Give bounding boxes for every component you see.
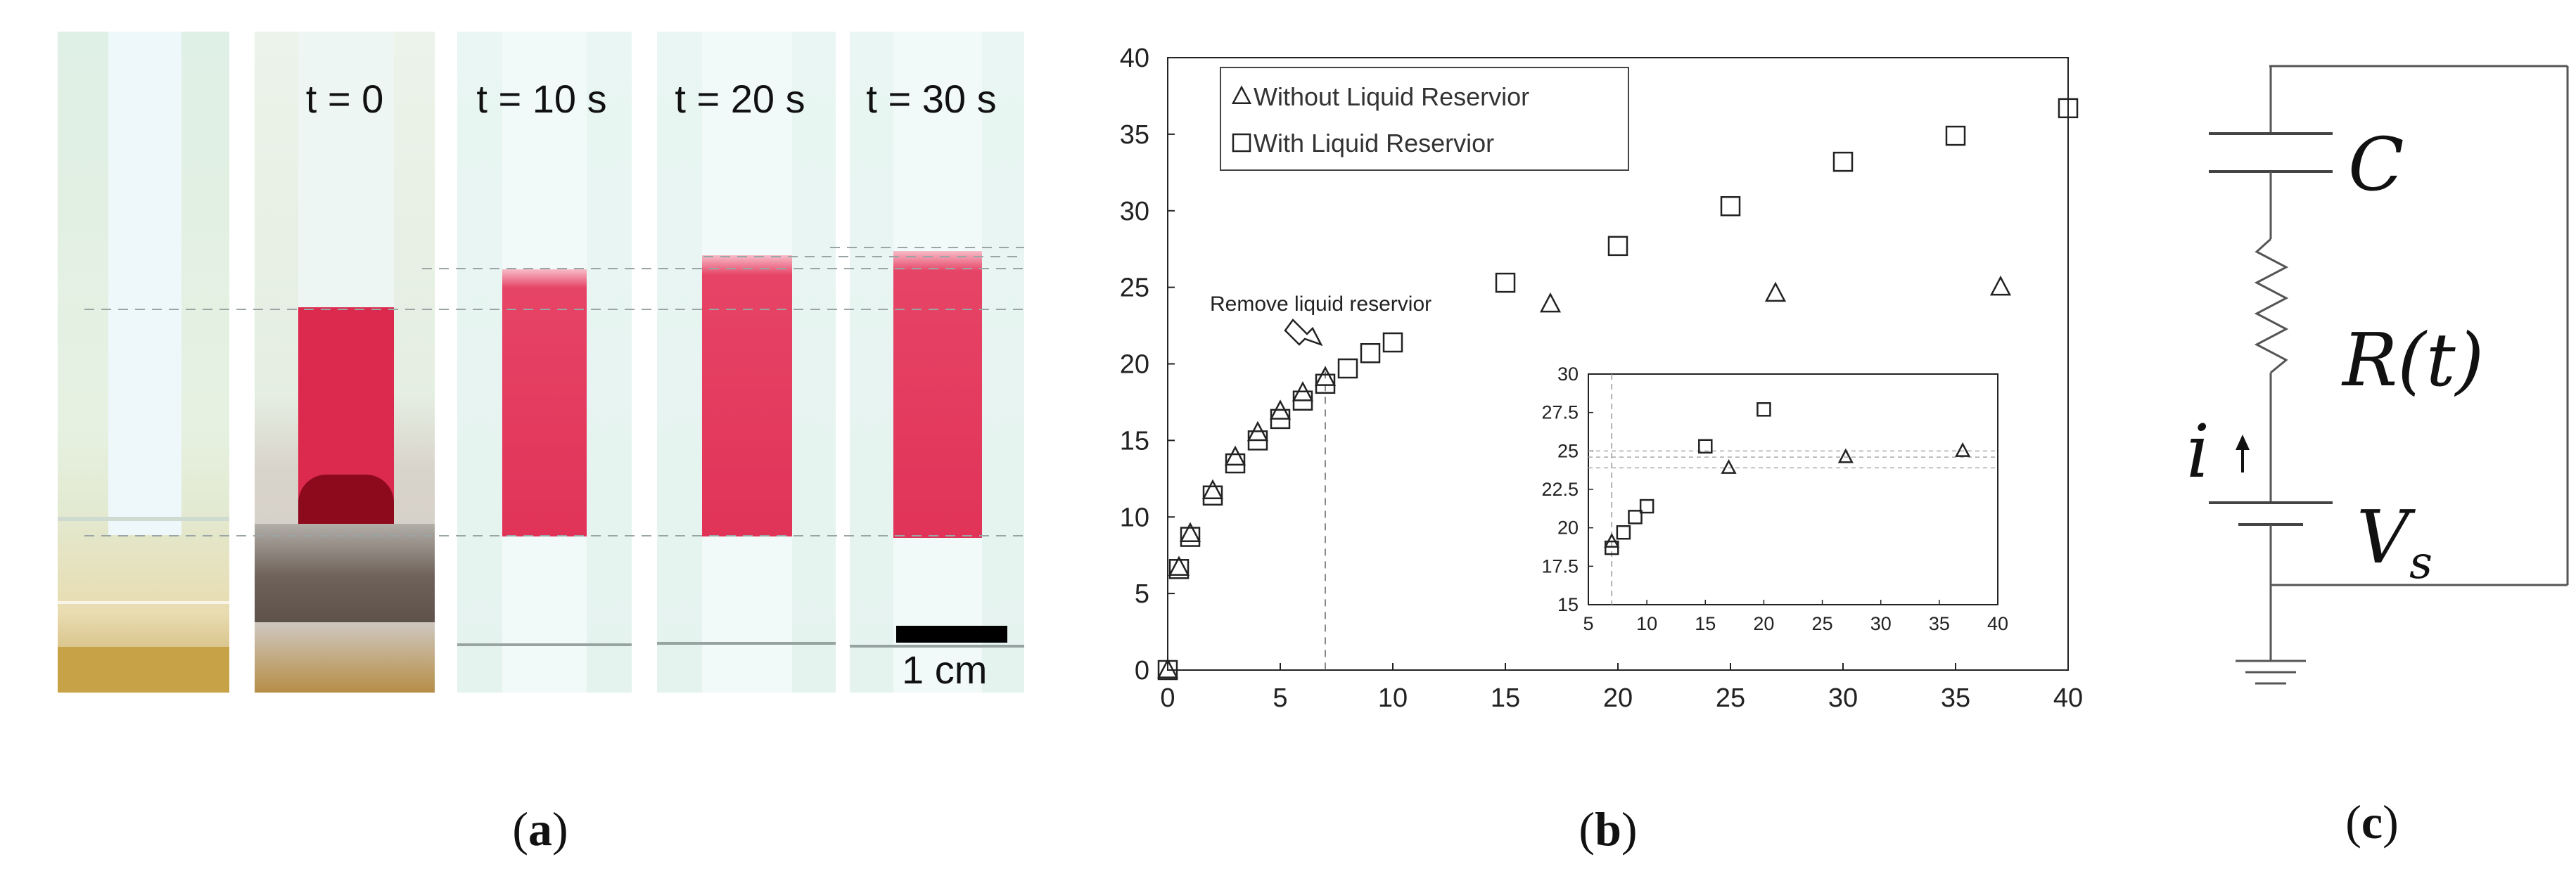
data-point-without-reservoir — [1989, 275, 2012, 296]
inset-y-tick-label: 17.5 — [1541, 555, 1579, 577]
inset-x-tick-label: 30 — [1870, 613, 1892, 634]
inset-x-tick-label: 10 — [1636, 613, 1657, 634]
capacitor-label: C — [2348, 122, 2404, 207]
inset-x-tick-label: 5 — [1583, 613, 1593, 634]
data-point-with-reservoir — [1292, 390, 1313, 411]
data-point-with-reservoir — [1607, 236, 1628, 257]
y-tick-label: 40 — [1120, 44, 1149, 73]
x-tick-label: 30 — [1828, 683, 1858, 713]
annotation-text: Remove liquid reservior — [1210, 292, 1432, 316]
chart-penetration: 0 5 10 15 20 25 30 35 40 0 5 10 15 20 25 30 35 40 Without… — [1120, 44, 2083, 713]
y-tick-label: 30 — [1120, 197, 1149, 226]
data-point-with-reservoir — [2058, 98, 2079, 119]
y-tick-label: 20 — [1120, 350, 1149, 380]
x-tick-label: 15 — [1491, 683, 1520, 713]
inset-x-tick-label: 15 — [1695, 613, 1716, 634]
x-tick-label: 20 — [1603, 683, 1633, 713]
data-point-with-reservoir — [1168, 559, 1190, 579]
scale-bar-label: 1 cm — [902, 648, 988, 692]
inset-y-tick-label: 25 — [1557, 440, 1579, 461]
inset-point-with-reservoir — [1605, 540, 1619, 555]
inset-point-with-reservoir — [1616, 525, 1631, 540]
y-tick-label: 0 — [1135, 656, 1149, 686]
x-tick-label: 25 — [1716, 683, 1745, 713]
photo-strip-t20 — [657, 32, 836, 693]
strip-label-t20: t = 20 s — [675, 77, 805, 121]
current-label: i — [2186, 409, 2210, 494]
inset-y-tick-label: 27.5 — [1541, 402, 1579, 423]
inset-point-with-reservoir — [1628, 510, 1643, 525]
inset-x-tick-label: 35 — [1929, 613, 1950, 634]
annotation-arrow-icon — [1284, 319, 1323, 347]
data-point-with-reservoir — [1832, 151, 1854, 172]
inset-plot-frame — [1588, 373, 1998, 605]
x-tick-label: 0 — [1160, 683, 1175, 713]
data-point-with-reservoir — [1382, 332, 1403, 353]
x-tick-label: 40 — [2053, 683, 2083, 713]
y-tick-label: 5 — [1135, 579, 1149, 609]
resistor-label: R(t) — [2342, 317, 2485, 403]
inset-y-tick-label: 20 — [1557, 517, 1579, 539]
inset-y-tick-label: 15 — [1557, 594, 1579, 615]
x-tick-label: 5 — [1273, 683, 1287, 713]
inset-point-with-reservoir — [1756, 402, 1771, 417]
inset-x-tick-label: 25 — [1812, 613, 1833, 634]
data-point-with-reservoir — [1720, 195, 1741, 217]
y-tick-label: 10 — [1120, 503, 1149, 532]
data-point-with-reservoir — [1945, 125, 1966, 146]
inset-y-tick-label: 30 — [1557, 364, 1579, 385]
photo-guide-lines — [84, 247, 1024, 536]
photo-strip-t0 — [255, 32, 435, 693]
y-tick-label: 25 — [1120, 274, 1149, 303]
inset-point-without-reservoir — [1837, 448, 1854, 463]
legend-label: With Liquid Reservior — [1254, 129, 1494, 157]
inset-x-tick-label: 20 — [1753, 613, 1774, 634]
data-point-with-reservoir — [1202, 485, 1223, 506]
strip-label-t10: t = 10 s — [476, 77, 607, 121]
inset-y-tick-label: 22.5 — [1541, 479, 1579, 500]
data-point-without-reservoir — [1156, 658, 1179, 679]
x-tick-label: 10 — [1378, 683, 1408, 713]
panel-a-caption: (a) — [512, 802, 568, 856]
inset-point-with-reservoir — [1698, 439, 1713, 454]
source-label: Vs — [2357, 494, 2432, 589]
inset-point-without-reservoir — [1721, 458, 1737, 474]
inset-point-with-reservoir — [1639, 499, 1654, 514]
strip-label-t30: t = 30 s — [866, 77, 997, 121]
x-tick-label: 35 — [1941, 683, 1970, 713]
data-point-with-reservoir — [1270, 409, 1291, 430]
panel-c-caption: (c) — [2345, 795, 2399, 849]
data-point-with-reservoir — [1337, 358, 1358, 379]
circuit-diagram — [2209, 65, 2569, 685]
data-point-with-reservoir — [1360, 343, 1381, 364]
data-point-without-reservoir — [1168, 555, 1190, 576]
legend-triangle-marker — [1231, 85, 1252, 104]
data-point-without-reservoir — [1224, 445, 1246, 466]
legend-label: Without Liquid Reservior — [1254, 82, 1529, 111]
y-tick-label: 35 — [1120, 120, 1149, 150]
data-point-with-reservoir — [1157, 660, 1178, 681]
data-point-with-reservoir — [1247, 430, 1268, 451]
data-point-without-reservoir — [1314, 366, 1337, 386]
scale-bar — [896, 626, 1007, 643]
data-point-with-reservoir — [1315, 373, 1336, 394]
y-tick-label: 15 — [1120, 426, 1149, 456]
data-point-without-reservoir — [1539, 292, 1562, 313]
data-point-with-reservoir — [1225, 453, 1246, 474]
data-point-without-reservoir — [1764, 281, 1787, 302]
photo-reference-strip — [58, 32, 229, 693]
legend-square-marker — [1232, 133, 1251, 153]
data-point-with-reservoir — [1180, 527, 1201, 547]
data-point-without-reservoir — [1201, 479, 1224, 500]
inset-x-tick-label: 40 — [1987, 613, 2008, 634]
data-point-with-reservoir — [1495, 272, 1516, 293]
inset-point-without-reservoir — [1955, 442, 1971, 457]
legend-box — [1220, 67, 1629, 171]
current-arrow-icon — [2236, 435, 2250, 472]
data-point-without-reservoir — [1179, 522, 1201, 542]
photo-strip-t30 — [850, 32, 1024, 693]
strip-label-t0: t = 0 — [305, 77, 384, 121]
photo-strip-t10 — [457, 32, 632, 693]
panel-b-caption: (b) — [1579, 802, 1638, 856]
